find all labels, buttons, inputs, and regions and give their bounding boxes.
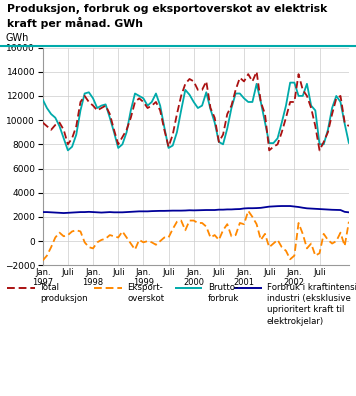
Text: Total
produksjon: Total produksjon [40, 283, 88, 303]
Text: GWh: GWh [6, 33, 29, 43]
Text: Produksjon, forbruk og eksportoverskot av elektrisk
kraft per månad. GWh: Produksjon, forbruk og eksportoverskot a… [7, 4, 328, 29]
Text: Forbruk i kraftintensiv
industri (eksklusive
uprioritert kraft til
elektrokjelar: Forbruk i kraftintensiv industri (eksklu… [267, 283, 356, 326]
Text: Brutto-
forbruk: Brutto- forbruk [208, 283, 239, 303]
Text: Eksport-
overskot: Eksport- overskot [127, 283, 164, 303]
